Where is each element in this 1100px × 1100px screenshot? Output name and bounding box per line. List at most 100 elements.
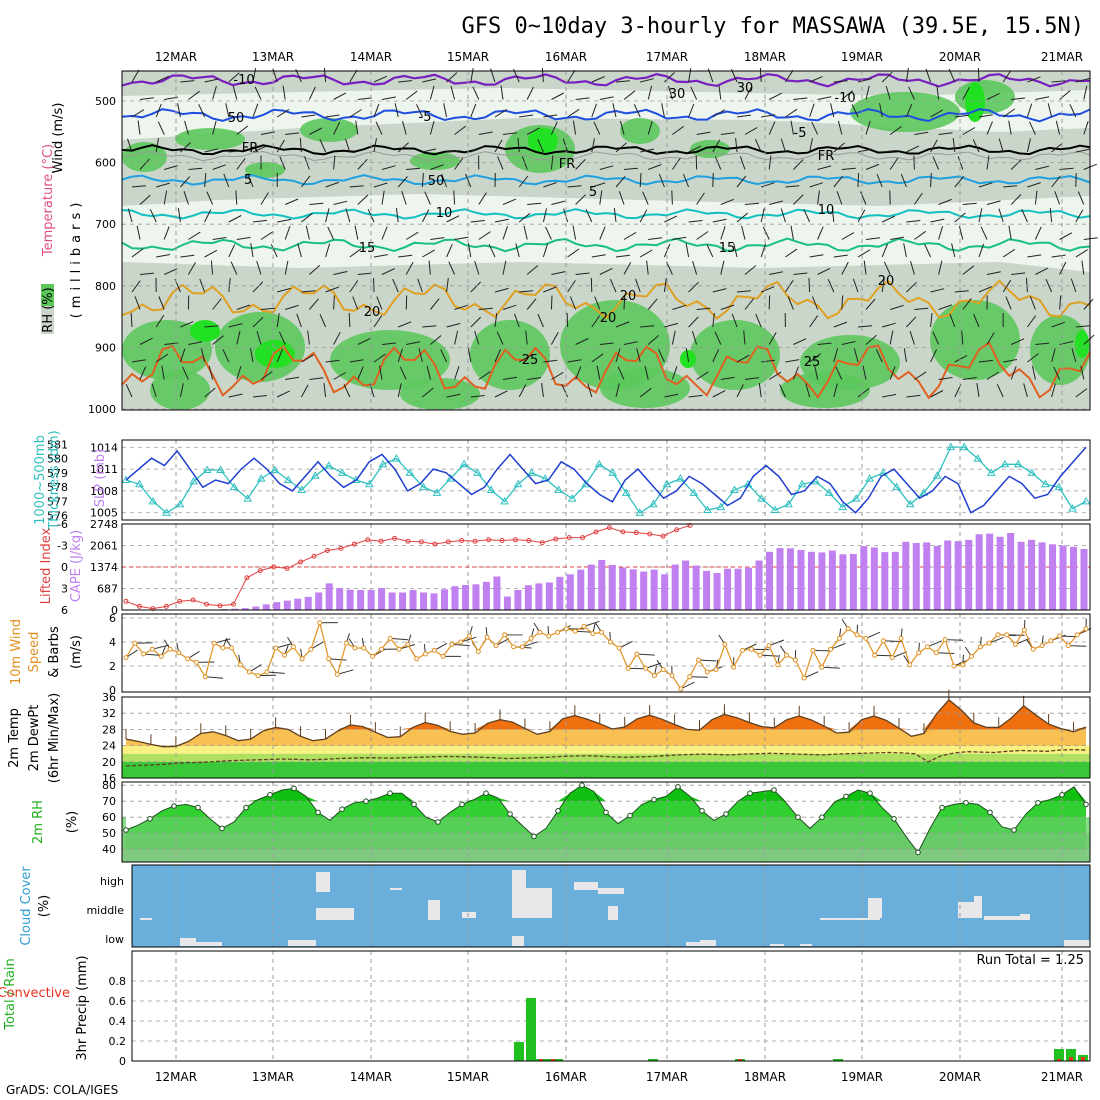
cape-bar-89 (1059, 545, 1067, 610)
thickness-point-62 (959, 442, 969, 451)
cloud-bar-14 (820, 918, 880, 920)
temp-tick-24: 24 (102, 740, 116, 753)
upper-barb-188 (809, 138, 813, 153)
upper-barb-734 (470, 395, 485, 398)
upper-barb-94 (470, 103, 477, 118)
thickness-point-61 (946, 442, 956, 451)
cape-bar-85 (1017, 541, 1025, 610)
upper-barb-183 (688, 145, 702, 153)
upper-barb-54 (472, 86, 480, 100)
wind-speed-point-98 (986, 640, 992, 646)
surface-barb-58 (636, 653, 655, 656)
upper-barb-22 (664, 72, 675, 83)
upper-barb-267 (785, 185, 800, 188)
upper-barb-236 (1010, 159, 1022, 170)
upper-barb-80 (131, 109, 145, 118)
upper-barb-660 (615, 348, 621, 363)
li-tick-0: 0 (61, 561, 68, 574)
upper-barb-78 (1059, 90, 1071, 100)
lifted-index-point-23 (432, 541, 438, 547)
upper-barb-107 (785, 108, 798, 118)
cape-bar-87 (1038, 542, 1046, 610)
upper-barb-244 (223, 173, 230, 188)
upper-barb-276 (1003, 185, 1018, 188)
upper-barb-278 (1051, 175, 1061, 188)
cape-bar-66 (818, 552, 826, 610)
upper-barb-716 (1010, 366, 1017, 380)
upper-barb-285 (260, 192, 269, 205)
lifted-index-point-41 (674, 527, 680, 533)
wind-speed-point-100 (1004, 632, 1010, 638)
cape-bar-82 (986, 533, 994, 610)
wind-speed-point-51 (572, 628, 578, 634)
upper-barb-162 (180, 142, 192, 153)
cape-bar-34 (482, 581, 490, 610)
upper-barb-74 (962, 86, 970, 100)
upper-barb-426 (760, 243, 767, 258)
upper-barb-396 (1008, 225, 1012, 240)
cape-bar-31 (451, 586, 459, 610)
upper-barb-92 (416, 104, 423, 118)
cape-bar-10 (231, 608, 239, 610)
upper-barb-358 (1049, 208, 1053, 223)
upper-barb-360 (136, 225, 141, 240)
cape-bar-83 (996, 536, 1004, 610)
upper-barb-245 (247, 173, 254, 188)
upper-barb-586 (755, 313, 762, 328)
upper-barb-53 (450, 85, 456, 100)
upper-barb-579 (591, 315, 601, 328)
upper-barb-296 (527, 202, 542, 205)
rh-patch-dark-1 (300, 118, 358, 142)
rh-tick-80: 80 (102, 779, 116, 792)
thickness-point-40 (662, 479, 672, 488)
top-date-21mar: 21MAR (1041, 50, 1083, 64)
upper-barb-17 (541, 67, 544, 83)
wind-speed-point-103 (1030, 646, 1036, 652)
upper-barb-704 (720, 376, 735, 380)
upper-barb-286 (285, 198, 299, 205)
upper-barb-333 (446, 215, 460, 223)
rh-point-20 (363, 798, 369, 805)
upper-barb-98 (567, 108, 580, 118)
upper-barb-369 (354, 225, 359, 240)
upper-barb-160 (127, 138, 133, 153)
upper-barb-541 (647, 298, 658, 310)
upper-barb-554 (962, 298, 972, 310)
upper-barb-299 (599, 190, 603, 205)
upper-barb-149 (837, 120, 843, 135)
credit-label: GrADS: COLA/IGES (6, 1083, 118, 1097)
lifted-index-point-14 (311, 553, 317, 559)
precip-bars (514, 998, 1088, 1061)
precip-ticks: 0.8 0.6 0.4 0.2 0 (109, 975, 127, 1068)
upper-barb-242 (180, 176, 191, 188)
upper-barb-560 (130, 312, 133, 328)
upper-barb-461 (646, 260, 649, 275)
upper-barb-36 (1002, 70, 1012, 83)
lifted-index-axis-label: Lifted Index (39, 527, 54, 604)
lifted-index-point-35 (593, 529, 599, 535)
upper-barb-487 (301, 290, 316, 293)
upper-barb-150 (865, 120, 871, 135)
upper-barb-708 (814, 365, 819, 380)
upper-barb-348 (803, 208, 811, 223)
upper-barb-275 (978, 182, 993, 188)
contour-label-6: FR (818, 149, 835, 164)
contour-label-5: FR (559, 157, 576, 172)
upper-barb-322 (177, 208, 181, 223)
upper-barb-323 (204, 209, 212, 223)
upper-barb-63 (690, 86, 698, 100)
upper-barb-582 (664, 322, 679, 328)
upper-barb-530 (376, 296, 383, 310)
bottom-date-19mar: 19MAR (841, 1070, 883, 1084)
cape-bar-65 (807, 551, 815, 610)
upper-barb-194 (952, 138, 956, 153)
lifted-index-point-8 (230, 601, 236, 607)
cape-bar-52 (671, 564, 679, 610)
contour-label-18: 25 (804, 355, 821, 370)
upper-barb-558 (1059, 295, 1062, 310)
wind-axis-label-3: & Barbs (47, 626, 62, 678)
upper-barb-374 (478, 231, 491, 240)
upper-barb-448 (333, 271, 348, 275)
upper-barb-103 (688, 103, 695, 118)
upper-barb-106 (761, 114, 776, 118)
